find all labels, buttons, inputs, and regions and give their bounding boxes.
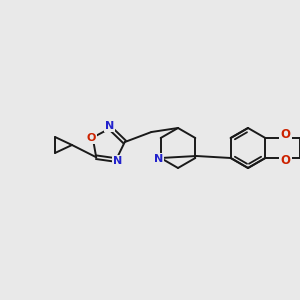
Text: N: N	[154, 154, 163, 164]
Text: N: N	[113, 156, 123, 166]
Text: O: O	[280, 154, 291, 167]
Text: O: O	[280, 128, 291, 142]
Text: N: N	[105, 121, 114, 131]
Text: O: O	[86, 133, 95, 142]
